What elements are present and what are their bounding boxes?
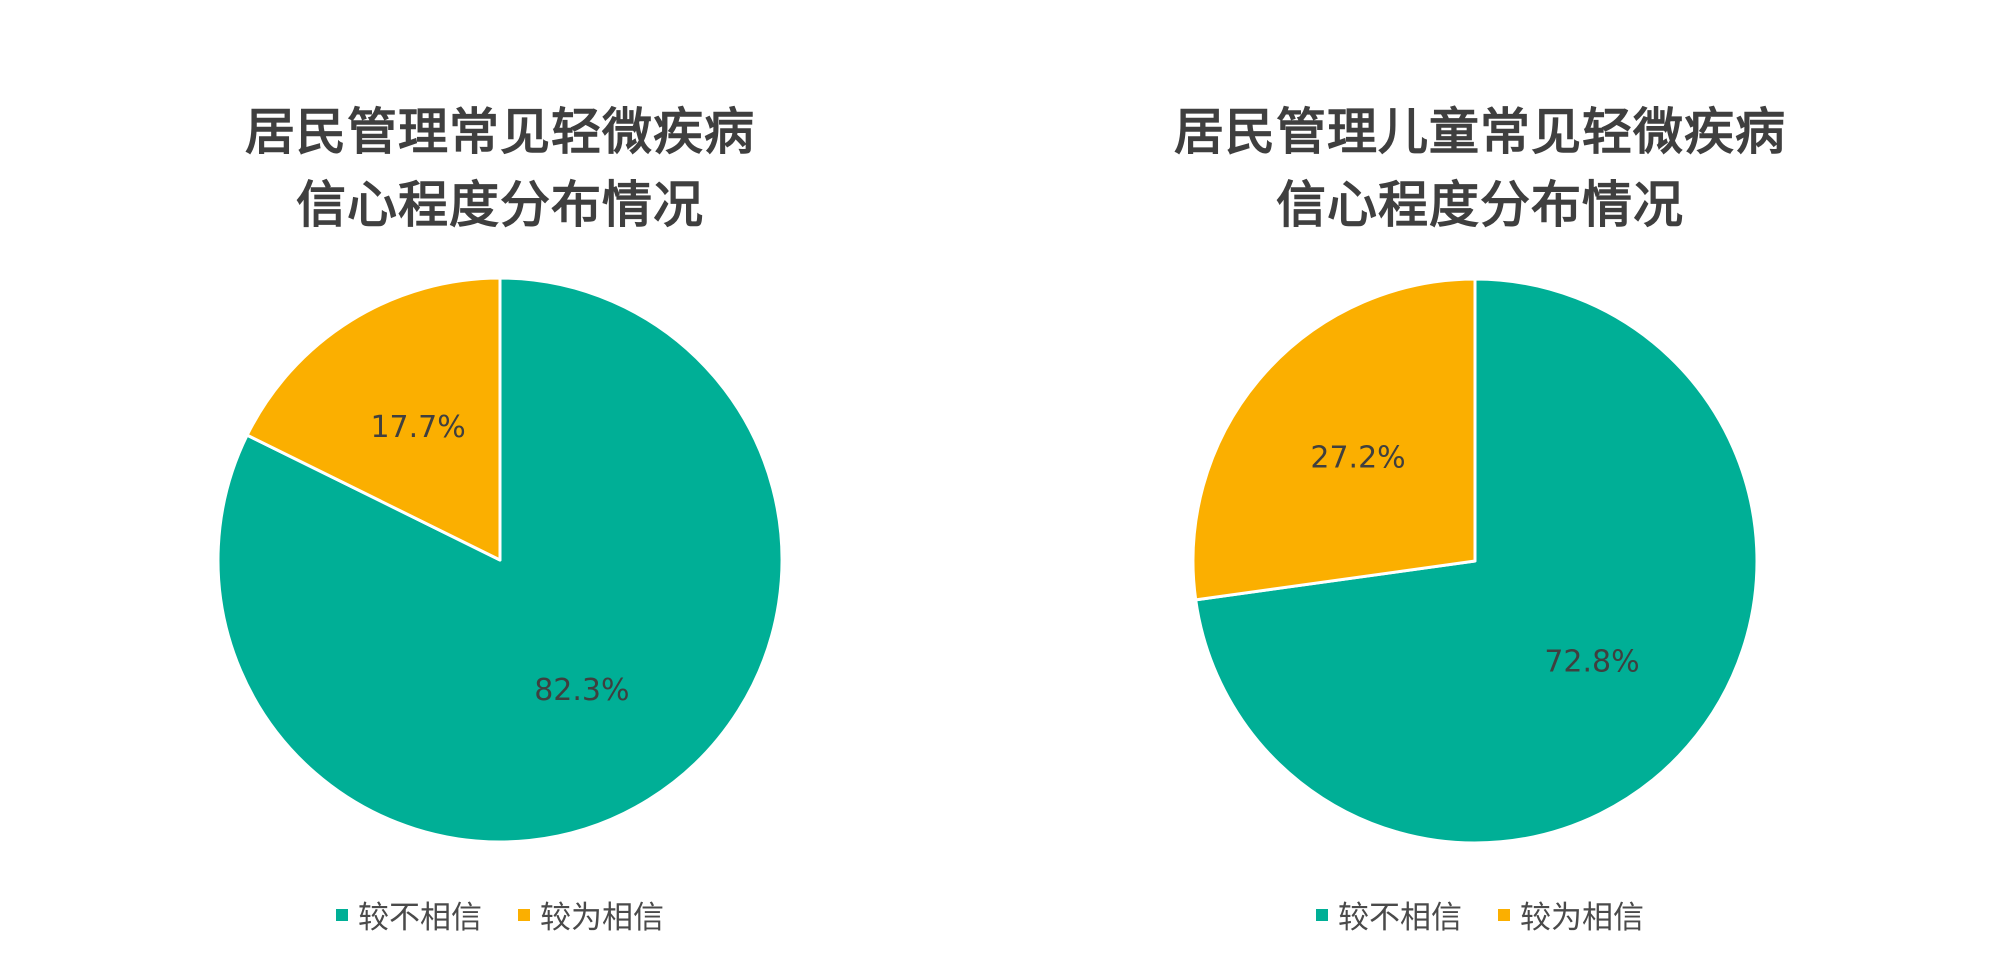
chart-title-line-2: 信心程度分布情况 xyxy=(296,176,704,234)
legend-swatch xyxy=(336,908,348,921)
chart-title-line-2: 信心程度分布情况 xyxy=(1276,176,1684,234)
pie-slice-more-confident xyxy=(1191,277,1477,602)
legend-swatch xyxy=(1316,908,1328,921)
legend: 较不相信 较为相信 xyxy=(980,892,1980,937)
legend-label: 较不相信 xyxy=(1338,900,1462,936)
legend-swatch xyxy=(1498,908,1510,921)
pie-slice-more-confident xyxy=(245,276,502,562)
legend: 较不相信 较为相信 xyxy=(0,892,1000,937)
data-label: 72.8% xyxy=(1544,644,1639,679)
legend-item-more-confident: 较为相信 xyxy=(518,892,664,937)
pie-chart-children: 居民管理儿童常见轻微疾病 信心程度分布情况 72.8% 27.2% 较不相信 较为… xyxy=(980,0,1980,980)
legend-item-less-confident: 较不相信 xyxy=(1316,892,1462,937)
data-label: 82.3% xyxy=(534,673,629,708)
data-label: 27.2% xyxy=(1310,441,1405,476)
pie-svg: 72.8% 27.2% xyxy=(1191,277,1759,845)
legend-label: 较不相信 xyxy=(358,900,482,936)
legend-label: 较为相信 xyxy=(540,900,664,936)
legend-label: 较为相信 xyxy=(1520,900,1644,936)
legend-swatch xyxy=(518,908,530,921)
chart-title-line-1: 居民管理常见轻微疾病 xyxy=(245,103,755,161)
pie-chart-adult: 居民管理常见轻微疾病 信心程度分布情况 82.3% 17.7% 较不相信 较为相信 xyxy=(0,103,1000,937)
legend-item-more-confident: 较为相信 xyxy=(1498,892,1644,937)
legend-item-less-confident: 较不相信 xyxy=(336,892,482,937)
chart-title-line-1: 居民管理儿童常见轻微疾病 xyxy=(1174,103,1786,161)
pie-svg: 82.3% 17.7% xyxy=(216,276,784,844)
data-label: 17.7% xyxy=(370,410,465,445)
